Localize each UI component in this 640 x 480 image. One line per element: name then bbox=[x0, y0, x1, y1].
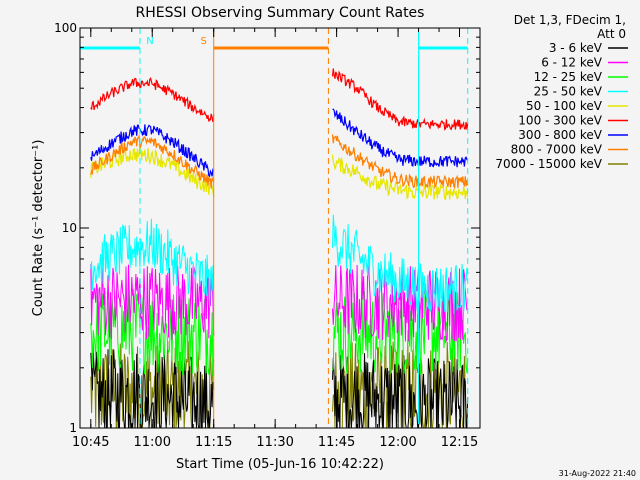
series-line-4-seg-1 bbox=[331, 154, 469, 201]
x-tick-label-1100: 11:00 bbox=[134, 435, 171, 450]
series-line-3-seg-0 bbox=[90, 218, 215, 308]
x-tick-label-1115: 11:15 bbox=[195, 435, 232, 450]
x-tick-label-1045: 10:45 bbox=[72, 435, 109, 450]
series-line-5-seg-0 bbox=[90, 77, 215, 123]
legend-label-1: 6 - 12 keV bbox=[541, 56, 603, 70]
legend-header-line-2: Att 0 bbox=[597, 27, 626, 41]
series-5 bbox=[90, 68, 469, 131]
series-line-4-seg-0 bbox=[90, 147, 215, 198]
legend-header-line-1: Det 1,3, FDecim 1, bbox=[514, 13, 626, 27]
legend-label-8: 7000 - 15000 keV bbox=[495, 157, 602, 171]
annotation-0: N bbox=[80, 28, 154, 428]
annotation-label-0: N bbox=[146, 36, 153, 47]
series-line-3-seg-1 bbox=[332, 214, 469, 314]
series-line-0-seg-0 bbox=[90, 349, 215, 428]
y-tick-label-10: 10 bbox=[62, 221, 77, 235]
y-tick-label-1: 1 bbox=[69, 421, 77, 435]
x-tick-label-1145: 11:45 bbox=[318, 435, 355, 450]
y-axis-label: Count Rate (s⁻¹ detector⁻¹) bbox=[31, 140, 46, 317]
legend-label-2: 12 - 25 keV bbox=[534, 70, 603, 84]
series-line-7-seg-0 bbox=[90, 133, 215, 189]
series-6 bbox=[90, 108, 468, 178]
footer-date: 31-Aug-2022 21:40 bbox=[559, 469, 636, 478]
series-line-0-seg-1 bbox=[332, 353, 469, 428]
y-tick-label-100: 100 bbox=[54, 21, 77, 35]
legend-label-5: 100 - 300 keV bbox=[518, 114, 602, 128]
series-line-5-seg-1 bbox=[331, 68, 469, 131]
legend-label-7: 800 - 7000 keV bbox=[511, 143, 603, 157]
series-line-1-seg-1 bbox=[332, 264, 469, 342]
axes: 1 10 100 10:45 11:00 11:15 11:30 11:45 12:00 12:1… bbox=[54, 21, 481, 450]
x-tick-label-1215: 12:15 bbox=[441, 435, 478, 450]
chart-title: RHESSI Observing Summary Count Rates bbox=[136, 5, 425, 21]
series-3 bbox=[90, 214, 469, 314]
annotation-2 bbox=[418, 28, 469, 428]
legend-label-4: 50 - 100 keV bbox=[526, 99, 603, 113]
series-7 bbox=[90, 133, 469, 190]
x-axis-label: Start Time (05-Jun-16 10:42:22) bbox=[176, 457, 384, 472]
series-line-7-seg-1 bbox=[331, 134, 469, 190]
annotation-label-1: S bbox=[201, 36, 207, 47]
annotation-1: S bbox=[201, 28, 329, 428]
x-tick-label-1200: 12:00 bbox=[379, 435, 416, 450]
series-4 bbox=[90, 147, 469, 201]
series-line-2-seg-0 bbox=[90, 289, 215, 378]
legend-label-6: 300 - 800 keV bbox=[518, 128, 602, 142]
series-line-6-seg-1 bbox=[332, 108, 468, 168]
x-tick-label-1130: 11:30 bbox=[256, 435, 293, 450]
series-line-6-seg-0 bbox=[90, 124, 215, 178]
legend-label-0: 3 - 6 keV bbox=[549, 41, 603, 55]
legend-label-3: 25 - 50 keV bbox=[534, 85, 603, 99]
series-0 bbox=[90, 349, 469, 428]
